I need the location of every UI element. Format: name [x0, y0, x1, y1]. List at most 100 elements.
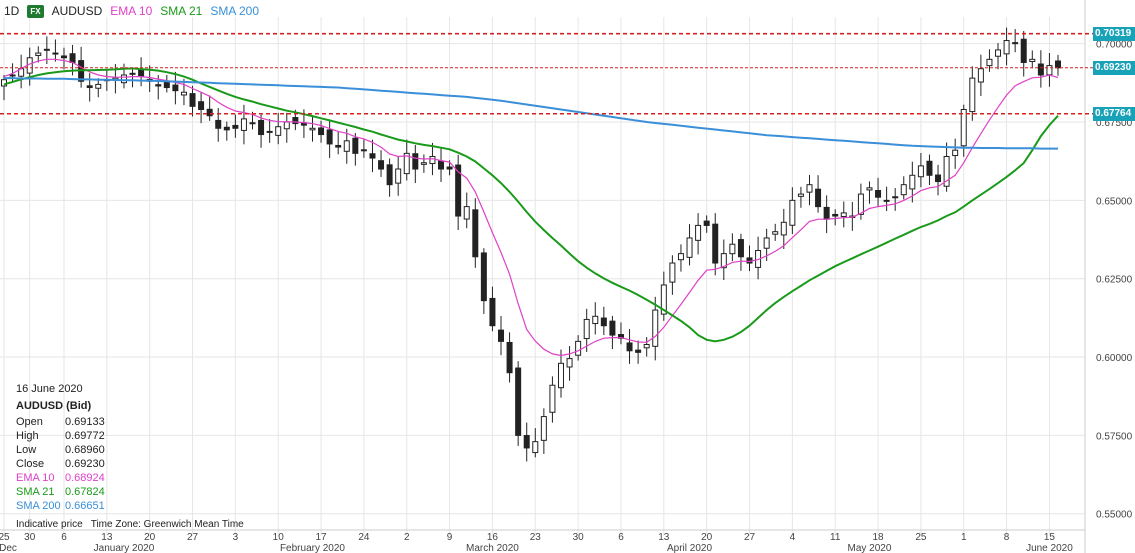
x-tick-label: 18 — [872, 532, 884, 543]
candle-body — [960, 108, 967, 147]
x-tick-label: 24 — [358, 532, 370, 543]
candle-body — [429, 155, 436, 165]
candle-body — [875, 190, 882, 198]
candle-body — [549, 384, 556, 413]
y-tick-label: 0.55000 — [1096, 510, 1133, 521]
candle-body — [240, 118, 247, 131]
candle-body — [857, 193, 864, 215]
candle-body — [275, 126, 282, 136]
sma200-legend[interactable]: SMA 200 — [210, 4, 260, 18]
candle-body — [643, 344, 650, 349]
x-tick-label: 30 — [573, 532, 585, 543]
x-tick-label: 25 — [0, 532, 10, 543]
candle-body — [1, 79, 7, 87]
candle-body — [515, 367, 522, 436]
chart-footer: Indicative price Time Zone: Greenwich Me… — [16, 519, 244, 530]
candle-body — [600, 317, 607, 327]
candle-body — [909, 174, 916, 190]
x-tick-label: 27 — [744, 532, 756, 543]
candle-body — [489, 297, 496, 327]
candle-body — [198, 101, 205, 110]
price-tag: 0.67764 — [1093, 106, 1135, 121]
candle-body — [155, 84, 162, 87]
x-tick-label: 20 — [701, 532, 713, 543]
y-tick-label: 0.57500 — [1096, 431, 1133, 442]
candle-body — [266, 130, 273, 133]
candle-body — [1020, 38, 1027, 63]
candle-body — [52, 52, 59, 55]
candle-body — [840, 212, 847, 217]
candle-body — [532, 441, 539, 454]
x-tick-label: 8 — [1004, 532, 1010, 543]
series-line — [4, 77, 1058, 150]
series-line — [3, 67, 1059, 343]
info-row: SMA 21 0.67824 — [16, 486, 105, 498]
candle-body — [943, 155, 950, 187]
candle-body — [677, 253, 684, 261]
info-row: High 0.69772 — [16, 430, 105, 442]
x-tick-label: 25 — [915, 532, 927, 543]
candle-body — [583, 318, 590, 340]
candle-body — [806, 184, 813, 193]
x-tick-label: 27 — [187, 532, 199, 543]
candle-body — [686, 237, 693, 258]
candle-body — [172, 84, 179, 92]
candle-body — [703, 220, 710, 226]
candle-body — [206, 108, 213, 117]
candle-body — [900, 184, 907, 196]
candle-body — [232, 124, 239, 129]
y-tick-label: 0.67500 — [1096, 118, 1133, 129]
x-month-label: February 2020 — [280, 543, 345, 553]
candle-body — [163, 81, 170, 89]
candle-body — [318, 127, 325, 136]
info-date: 16 June 2020 — [16, 383, 83, 395]
candle-body — [1046, 65, 1053, 76]
y-tick-label: 0.60000 — [1096, 353, 1133, 364]
candle-body — [789, 199, 796, 226]
candle-body — [455, 164, 462, 217]
candle-body — [463, 206, 470, 220]
series-line — [3, 58, 1059, 357]
candle-body — [386, 164, 393, 186]
x-tick-label: 4 — [790, 532, 796, 543]
y-tick-label: 0.62500 — [1096, 275, 1133, 286]
candle-body — [446, 166, 453, 170]
candle-body — [969, 77, 976, 113]
candle-body — [592, 315, 599, 325]
candle-body — [223, 126, 230, 131]
candle-body — [626, 342, 633, 352]
candle-body — [258, 119, 265, 136]
candle-body — [498, 329, 505, 342]
candle-body — [669, 262, 676, 283]
candle-body — [540, 416, 547, 441]
candle-body — [892, 196, 899, 199]
x-tick-label: 13 — [101, 532, 113, 543]
x-tick-label: 2 — [404, 532, 410, 543]
candle-body — [326, 129, 333, 145]
candle-body — [815, 188, 822, 208]
x-tick-label: 1 — [961, 532, 967, 543]
candle-body — [343, 140, 350, 152]
timeframe-label[interactable]: 1D — [4, 4, 20, 18]
candle-body — [763, 237, 770, 249]
candle-body — [977, 68, 984, 83]
info-row: SMA 200 0.66651 — [16, 500, 105, 512]
info-row: Low 0.68960 — [16, 444, 105, 456]
info-title: AUDUSD (Bid) — [16, 400, 92, 412]
symbol-label[interactable]: AUDUSD — [51, 4, 103, 18]
candle-body — [95, 83, 102, 89]
candle-body — [557, 362, 564, 389]
y-tick-label: 0.70000 — [1096, 40, 1133, 51]
candle-body — [832, 213, 839, 217]
candle-body — [35, 52, 42, 56]
candle-body — [652, 309, 659, 347]
candle-body — [995, 49, 1002, 57]
sma21-legend[interactable]: SMA 21 — [160, 4, 203, 18]
candle-body — [917, 165, 924, 178]
info-row: Close 0.69230 — [16, 458, 105, 470]
ema-legend[interactable]: EMA 10 — [110, 4, 153, 18]
candle-body — [746, 257, 753, 264]
candle-body — [403, 152, 410, 175]
candle-body — [660, 284, 667, 315]
